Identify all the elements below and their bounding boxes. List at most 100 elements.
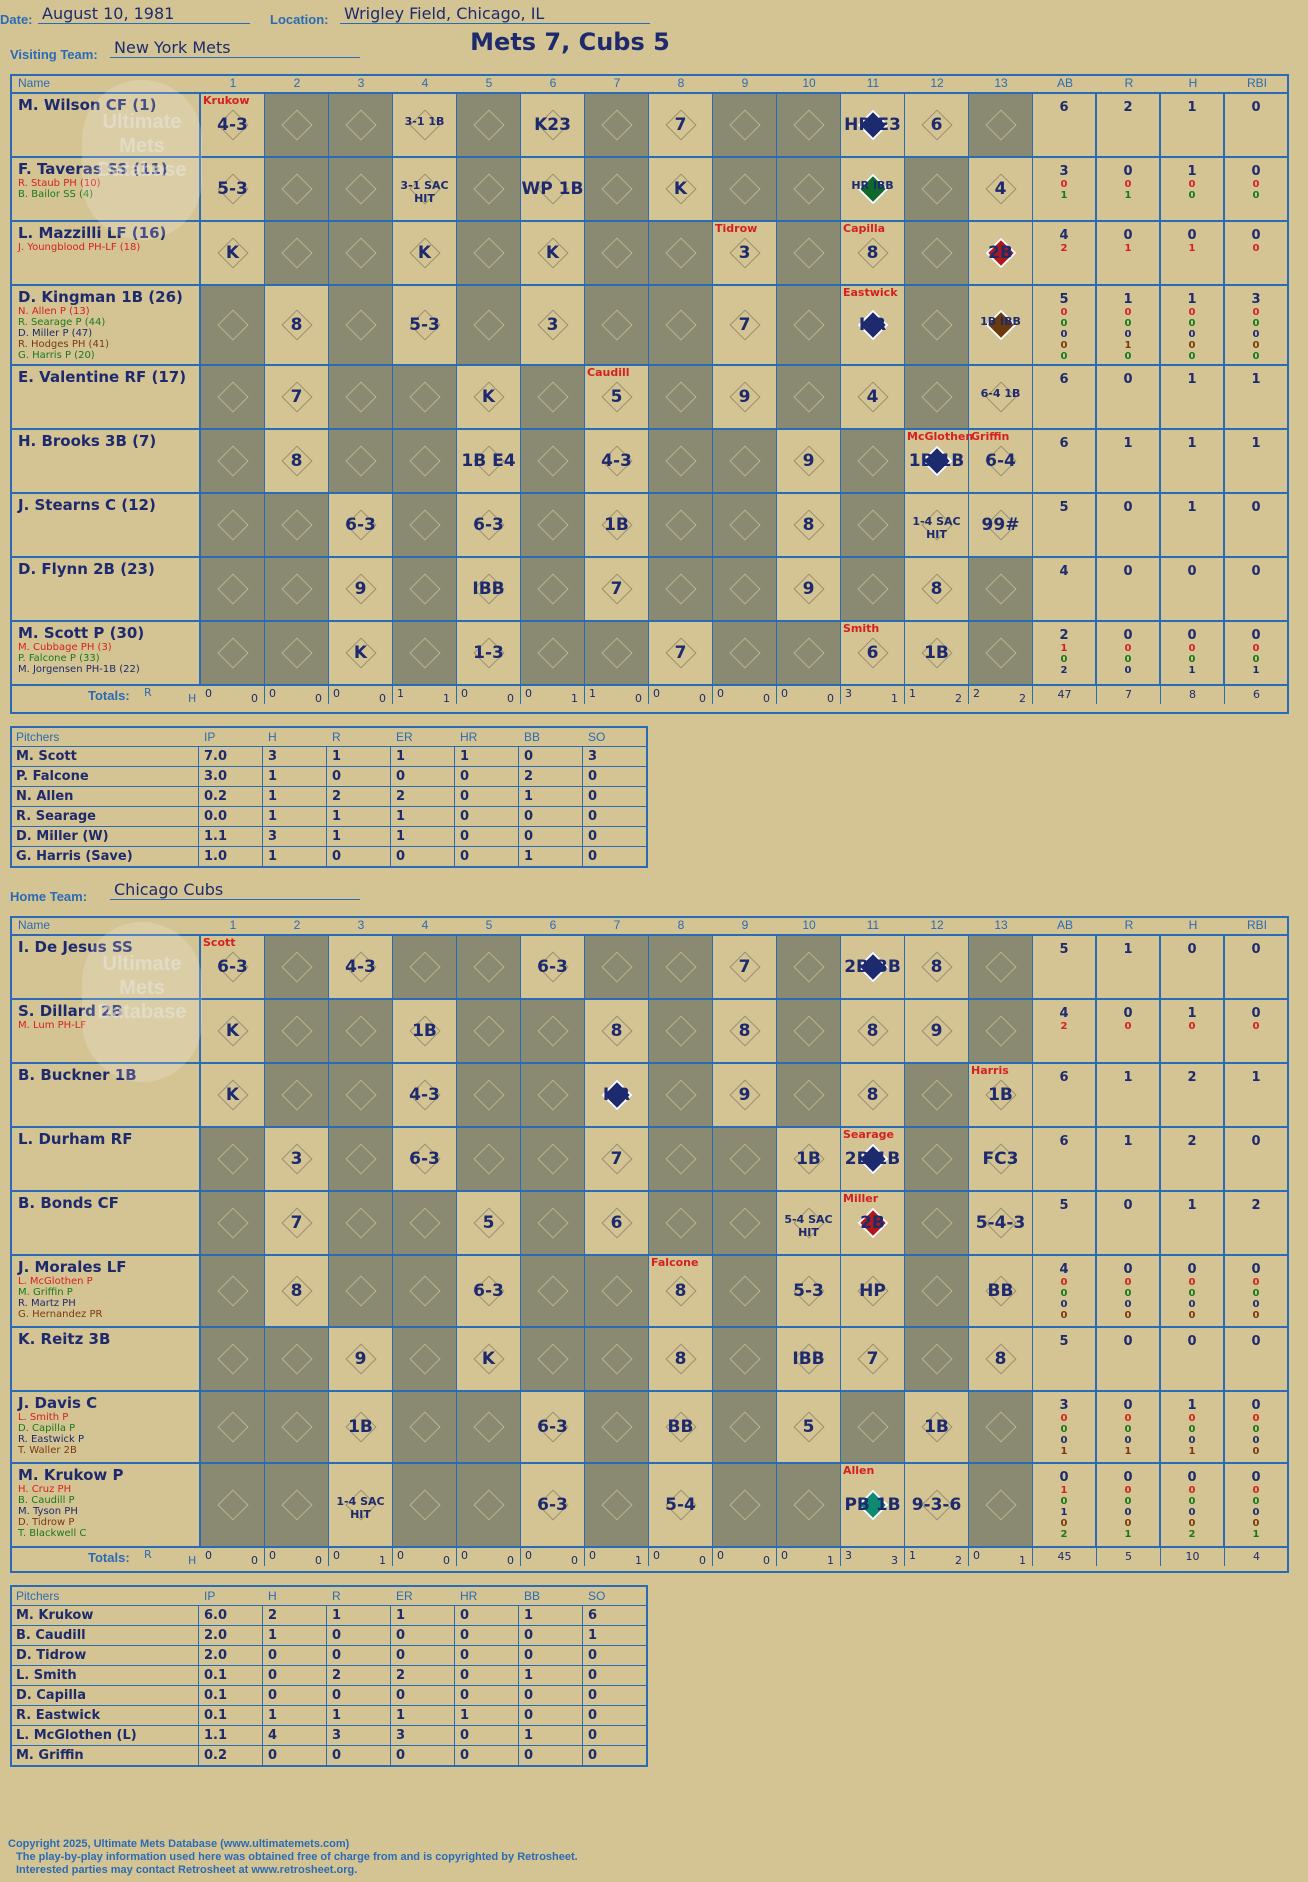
visitor-stat-value: 0 bbox=[1060, 654, 1068, 665]
home-stat-value: 2 bbox=[1251, 1198, 1261, 1213]
visitor-play-result: 7 bbox=[674, 115, 687, 135]
home-stat-value: 0 bbox=[1124, 1310, 1132, 1321]
home-stat-h: 2 bbox=[1161, 1064, 1225, 1126]
visitor-totals-runs: 2 bbox=[973, 687, 980, 700]
visitor-pitcher-stat: 1 bbox=[524, 849, 534, 864]
home-inning-cell bbox=[521, 1128, 585, 1190]
home-play-result: PB 1B bbox=[844, 1495, 901, 1515]
visitor-pitching-divider bbox=[390, 787, 391, 806]
home-pitching-col-header: HR bbox=[460, 1589, 478, 1603]
visitor-pitcher-name: D. Miller (W) bbox=[16, 829, 109, 844]
visitor-inning-cell bbox=[649, 366, 713, 428]
home-inning-cell: 6 bbox=[585, 1192, 649, 1254]
visitor-pitcher-change-note: Tidrow bbox=[715, 222, 758, 235]
home-stat-header: RBI bbox=[1246, 918, 1267, 932]
home-diamond bbox=[472, 1411, 505, 1443]
home-pitcher-stat: 0 bbox=[524, 1688, 534, 1703]
visitor-batter-name: H. Brooks 3B (7) bbox=[18, 432, 157, 450]
visitor-totals-runs: 0 bbox=[525, 687, 532, 700]
visitor-pitching-divider bbox=[582, 747, 583, 766]
visitor-diamond bbox=[280, 573, 313, 605]
home-totals-runs: 0 bbox=[717, 1549, 724, 1562]
home-stat-value: 1 bbox=[1060, 1485, 1068, 1496]
visitor-batter-row: H. Brooks 3B (7) 8 1B E4 4-3 9 1B 1B 6-4 6 1 1 1 bbox=[12, 428, 1289, 492]
home-stat-value: 0 bbox=[1124, 1518, 1132, 1529]
visitor-stat-value: 0 bbox=[1060, 179, 1068, 190]
visitor-diamond bbox=[856, 445, 889, 477]
visitor-inning-cell bbox=[969, 622, 1033, 684]
visitor-stat-value: 1 bbox=[1187, 500, 1197, 515]
visitor-totals-runs: 1 bbox=[909, 687, 916, 700]
home-diamond bbox=[664, 1079, 697, 1111]
home-stat-value: 0 bbox=[1188, 1507, 1196, 1518]
home-batter-row: J. Davis C L. Smith P D. Capilla P R. Eastw… bbox=[12, 1390, 1289, 1462]
home-batter-name-cell: B. Bonds CF bbox=[12, 1192, 201, 1254]
visitor-play-result: 3 bbox=[738, 243, 751, 263]
visitor-inning-cell bbox=[649, 494, 713, 556]
visitor-stat-value: 0 bbox=[1188, 329, 1196, 340]
visitor-inning-cell: 3-1 SAC HIT bbox=[393, 158, 457, 220]
home-play-result: 1B bbox=[348, 1417, 373, 1437]
home-stat-r: 0 bbox=[1097, 1328, 1161, 1390]
home-stat-ab: 6 bbox=[1033, 1128, 1097, 1190]
home-pitcher-stat: 2.0 bbox=[204, 1628, 228, 1643]
home-pitcher-stat: 0 bbox=[460, 1688, 470, 1703]
home-diamond bbox=[984, 1015, 1017, 1047]
home-play-result: IBB bbox=[792, 1349, 825, 1369]
visitor-pitching-divider bbox=[582, 827, 583, 846]
visitor-inning-header: 6 bbox=[549, 76, 557, 90]
home-play-result: 5 bbox=[482, 1213, 495, 1233]
home-inning-cell bbox=[393, 1392, 457, 1462]
visitor-pitcher-name: R. Searage bbox=[16, 809, 96, 824]
home-stat-value: 0 bbox=[1252, 1021, 1260, 1032]
visitor-play-result: 4-3 bbox=[601, 451, 632, 471]
home-batter-name: M. Krukow P bbox=[18, 1466, 124, 1484]
home-totals-runs: 0 bbox=[269, 1549, 276, 1562]
visitor-stat-value: 2 bbox=[1123, 100, 1133, 115]
home-stat-value: 0 bbox=[1124, 1496, 1132, 1507]
visitor-substitute-name: G. Harris P (20) bbox=[18, 350, 95, 361]
visitor-stat-value: 0 bbox=[1252, 190, 1260, 201]
home-pitcher-stat: 4 bbox=[268, 1728, 278, 1743]
visitor-pitching-divider bbox=[326, 827, 327, 846]
visitor-diamond bbox=[216, 381, 249, 413]
visitor-pitcher-stat: 3 bbox=[268, 749, 278, 764]
visitor-inning-cell: WP 1B bbox=[521, 158, 585, 220]
home-inning-cell bbox=[329, 1064, 393, 1126]
visitor-diamond bbox=[280, 173, 313, 205]
home-diamond bbox=[280, 1343, 313, 1375]
home-pitching-divider bbox=[454, 1686, 455, 1705]
home-stat-h: 0 bbox=[1161, 936, 1225, 998]
visitor-pitching-divider bbox=[518, 827, 519, 846]
home-stat-value: 1 bbox=[1123, 1070, 1133, 1085]
visitor-inning-cell: K bbox=[393, 222, 457, 284]
home-substitute-name: M. Tyson PH bbox=[18, 1506, 78, 1517]
home-pitcher-stat: 0 bbox=[268, 1688, 278, 1703]
visitor-diamond bbox=[792, 381, 825, 413]
home-pitcher-stat: 1 bbox=[524, 1668, 534, 1683]
visitor-totals-runs: 0 bbox=[461, 687, 468, 700]
home-inning-cell bbox=[201, 1464, 265, 1546]
home-inning-cell: K bbox=[201, 1064, 265, 1126]
home-diamond bbox=[792, 951, 825, 983]
visitor-pitching-col-header: IP bbox=[204, 730, 216, 744]
home-diamond bbox=[728, 1207, 761, 1239]
home-stat-value: 0 bbox=[1123, 1006, 1133, 1021]
visitor-stat-value: 0 bbox=[1188, 179, 1196, 190]
visitor-pitcher-stat: 0 bbox=[588, 769, 598, 784]
home-diamond bbox=[856, 1411, 889, 1443]
visitor-stat-value: 1 bbox=[1188, 665, 1196, 676]
home-pitcher-stat: 0 bbox=[332, 1688, 342, 1703]
visitor-stat-value: 1 bbox=[1124, 243, 1132, 254]
home-inning-cell bbox=[649, 1128, 713, 1190]
visiting-team-value: New York Mets bbox=[110, 38, 360, 58]
home-pitcher-name: L. McGlothen (L) bbox=[16, 1728, 137, 1743]
home-diamond bbox=[280, 1015, 313, 1047]
visitor-pitching-header: Pitchers IP H R ER HR BB SO bbox=[12, 728, 646, 746]
home-substitute-name: T. Waller 2B bbox=[18, 1445, 77, 1456]
